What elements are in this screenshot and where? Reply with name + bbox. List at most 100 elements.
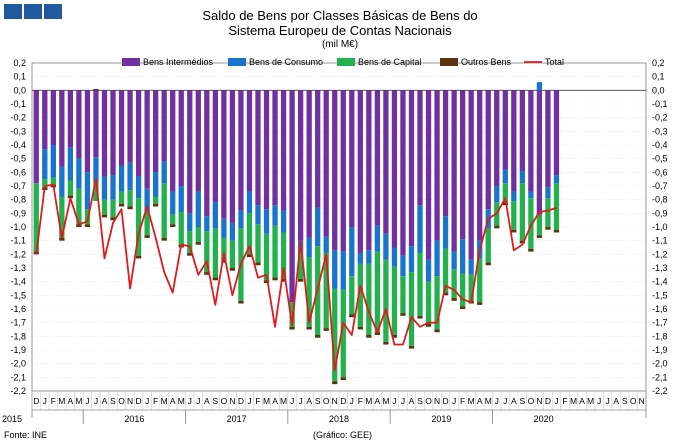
- month-label: M: [58, 396, 65, 406]
- month-label: A: [204, 396, 210, 406]
- y-tick-label-left: -2,1: [10, 372, 26, 382]
- bar-segment: [349, 227, 355, 277]
- y-tick-label-left: 0,0: [13, 85, 26, 95]
- month-label: D: [545, 396, 551, 406]
- month-label: J: [85, 396, 89, 406]
- chart-title-line1: Saldo de Bens por Classes Básicas de Ben…: [202, 8, 478, 23]
- bar-segment: [178, 186, 184, 212]
- bar-segment: [67, 195, 74, 199]
- month-label: J: [247, 396, 251, 406]
- bar-segment: [110, 175, 116, 200]
- bar-segment: [374, 332, 381, 335]
- month-label: D: [443, 396, 449, 406]
- year-label: 2017: [227, 414, 247, 424]
- bar-segment: [170, 224, 176, 227]
- bar-segment: [357, 263, 363, 327]
- y-tick-label-right: -0,9: [652, 208, 668, 218]
- bar-segment: [340, 90, 346, 252]
- bar-segment: [519, 183, 525, 241]
- bar-segment: [332, 90, 338, 251]
- bar-segment: [161, 183, 167, 238]
- month-label: A: [272, 396, 278, 406]
- month-label: M: [570, 396, 577, 406]
- bar-segment: [323, 236, 329, 253]
- y-tick-label-right: -0,5: [652, 154, 668, 164]
- bar-segment: [84, 209, 91, 225]
- y-tick-label-left: -0,5: [10, 154, 26, 164]
- y-tick-label-right: -1,2: [652, 249, 668, 259]
- bar-segment: [553, 229, 560, 233]
- bar-segment: [144, 188, 150, 212]
- bar-segment: [477, 90, 483, 241]
- bar-segment: [528, 248, 534, 252]
- legend-label: Total: [545, 57, 564, 67]
- bar-segment: [238, 210, 244, 229]
- bar-segment: [101, 176, 108, 200]
- bar-segment: [460, 306, 466, 309]
- bar-segment: [50, 145, 56, 178]
- bar-segment: [76, 224, 82, 227]
- month-label: F: [153, 396, 158, 406]
- bar-segment: [417, 252, 423, 316]
- bar-segment: [59, 196, 65, 238]
- month-label: M: [468, 396, 475, 406]
- bar-segment: [263, 90, 270, 210]
- y-tick-label-left: -1,1: [10, 236, 26, 246]
- month-label: S: [417, 396, 423, 406]
- bar-segment: [229, 222, 236, 241]
- bar-segment: [434, 329, 440, 333]
- bar-segment: [289, 90, 295, 303]
- month-label: J: [43, 396, 47, 406]
- bar-segment: [135, 198, 142, 256]
- bar-segment: [332, 381, 338, 385]
- legend-label: Bens de Capital: [358, 57, 422, 67]
- bar-segment: [127, 162, 133, 191]
- bar-segment: [451, 269, 457, 299]
- bar-segment: [212, 277, 218, 281]
- month-label: F: [460, 396, 465, 406]
- source-note: Fonte: INE: [4, 430, 48, 440]
- month-label: D: [136, 396, 142, 406]
- y-tick-label-left: -1,2: [10, 249, 26, 259]
- month-label: F: [51, 396, 56, 406]
- bar-segment: [255, 262, 261, 266]
- bar-segment: [511, 201, 517, 230]
- month-label: M: [365, 396, 372, 406]
- y-tick-label-right: -1,7: [652, 318, 668, 328]
- bar-segment: [297, 252, 304, 279]
- bar-segment: [212, 228, 218, 278]
- y-tick-label-left: -1,5: [10, 290, 26, 300]
- bar-segment: [545, 90, 551, 188]
- bar-segment: [161, 161, 167, 184]
- bar-segment: [545, 187, 551, 199]
- month-label: M: [161, 396, 168, 406]
- bar-segment: [178, 211, 184, 245]
- bar-segment: [195, 191, 201, 227]
- bar-segment: [221, 218, 227, 238]
- bar-segment: [400, 276, 406, 314]
- bar-segment: [204, 231, 210, 273]
- month-label: N: [332, 396, 338, 406]
- month-label: J: [554, 396, 558, 406]
- bar-segment: [536, 90, 543, 215]
- bar-segment: [366, 250, 372, 264]
- bar-segment: [93, 181, 99, 202]
- month-label: J: [196, 396, 200, 406]
- y-tick-label-right: 0,0: [652, 85, 665, 95]
- bar-segment: [477, 258, 483, 303]
- year-label: 2016: [124, 414, 144, 424]
- y-tick-label-left: -1,7: [10, 318, 26, 328]
- bar-segment: [468, 259, 474, 275]
- chart-title-line2: Sistema Europeu de Contas Nacionais: [228, 23, 452, 38]
- bar-segment: [110, 90, 116, 176]
- bar-segment: [280, 278, 287, 282]
- bar-segment: [42, 149, 48, 180]
- bar-segment: [118, 165, 125, 192]
- bar-segment: [263, 233, 270, 281]
- bar-segment: [306, 326, 312, 330]
- bar-segment: [306, 257, 312, 327]
- y-tick-label-left: -0,7: [10, 181, 26, 191]
- month-label: N: [127, 396, 133, 406]
- y-tick-label-right: -1,1: [652, 236, 668, 246]
- month-label: A: [102, 396, 108, 406]
